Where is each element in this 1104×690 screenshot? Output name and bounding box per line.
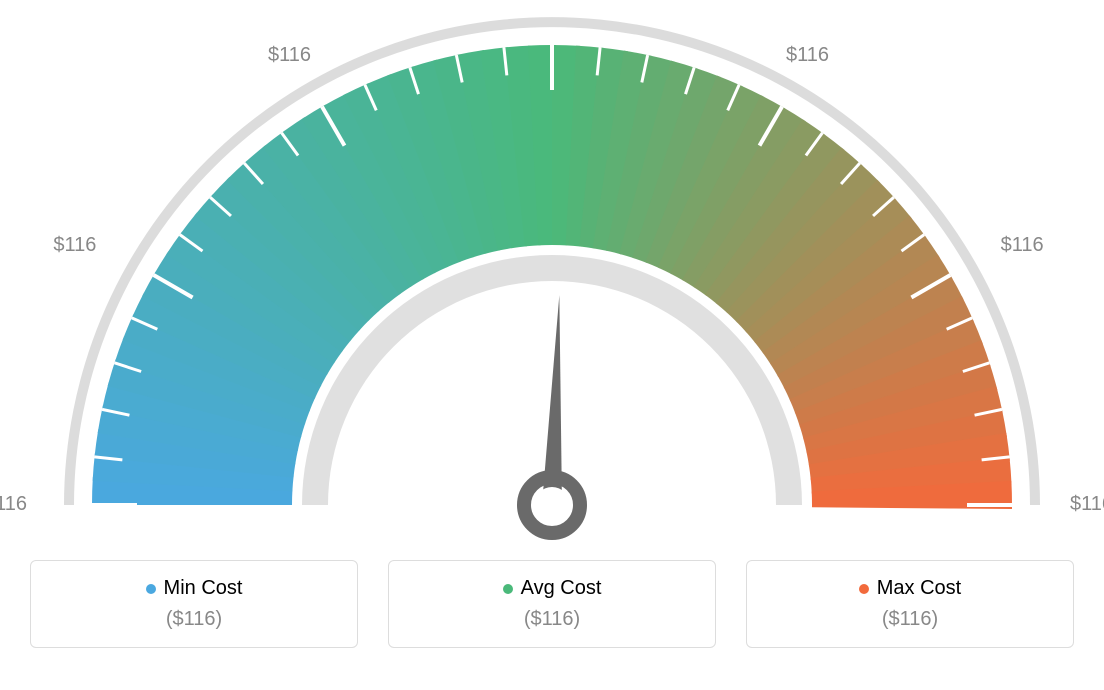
- legend-max-text: Max Cost: [877, 577, 961, 600]
- gauge-chart-container: $116$116$116$116$116$116$116 Min Cost ($…: [0, 0, 1104, 690]
- legend-min-card: Min Cost ($116): [30, 560, 358, 648]
- scale-label: $116: [268, 44, 311, 67]
- dot-icon: [503, 584, 513, 594]
- scale-label: $116: [786, 44, 829, 67]
- legend-avg-card: Avg Cost ($116): [388, 560, 716, 648]
- gauge-svg: [0, 0, 1104, 560]
- legend-min-text: Min Cost: [164, 577, 243, 600]
- scale-label: $116: [1001, 234, 1044, 257]
- gauge-area: $116$116$116$116$116$116$116: [0, 0, 1104, 560]
- legend-min-value: ($116): [43, 608, 345, 631]
- scale-label: $116: [1070, 493, 1104, 516]
- legend-max-value: ($116): [759, 608, 1061, 631]
- dot-icon: [146, 584, 156, 594]
- legend-avg-text: Avg Cost: [521, 577, 602, 600]
- legend-avg-label: Avg Cost: [503, 577, 602, 600]
- legend-max-label: Max Cost: [859, 577, 961, 600]
- needle-hub-inner: [534, 487, 570, 523]
- legend-row: Min Cost ($116) Avg Cost ($116) Max Cost…: [0, 560, 1104, 648]
- legend-min-label: Min Cost: [146, 577, 243, 600]
- scale-label: $116: [0, 493, 27, 516]
- legend-avg-value: ($116): [401, 608, 703, 631]
- dot-icon: [859, 584, 869, 594]
- scale-label: $116: [53, 234, 96, 257]
- legend-max-card: Max Cost ($116): [746, 560, 1074, 648]
